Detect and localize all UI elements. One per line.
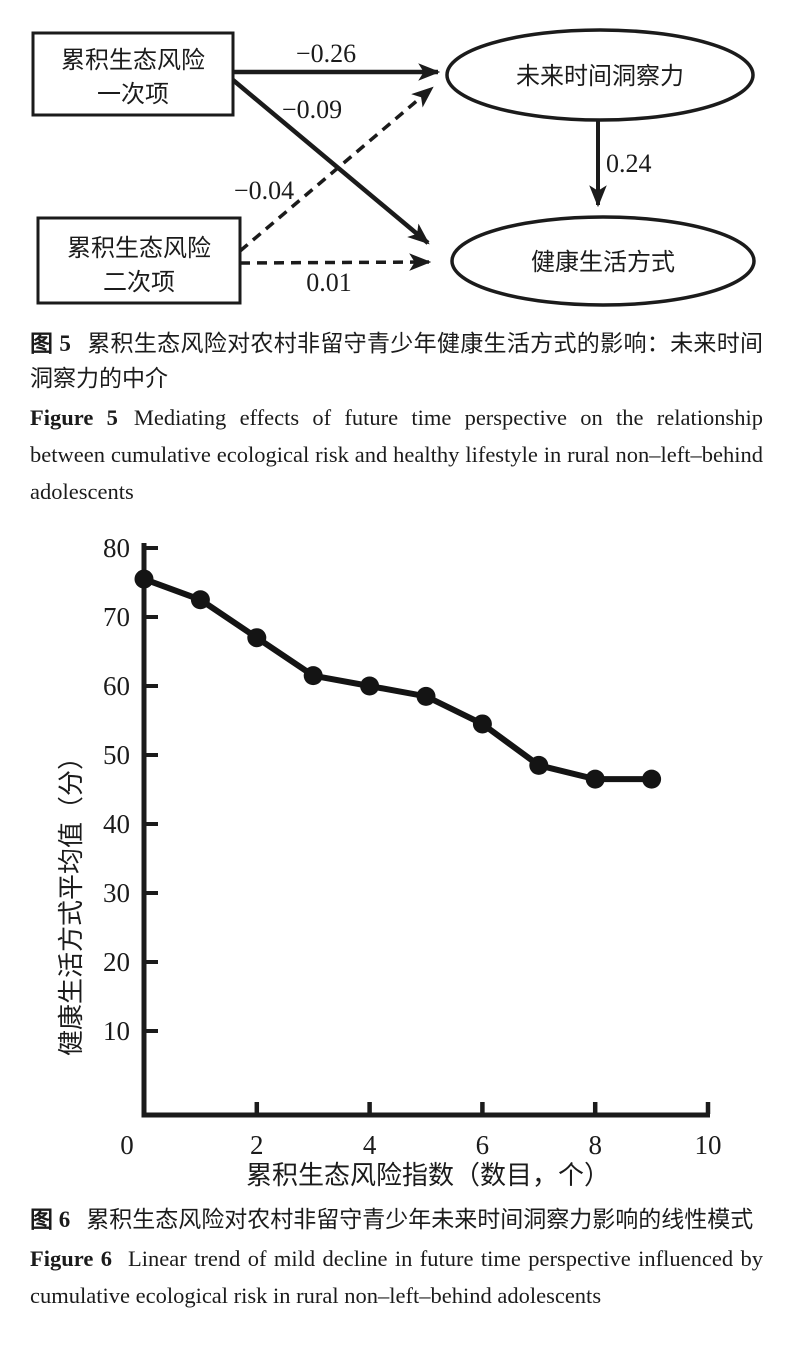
y-tick-label: 70 — [103, 602, 130, 632]
figure6-caption: 图 6 累积生态风险对农村非留守青少年未来时间洞察力影响的线性模式 Figure … — [0, 1202, 793, 1314]
box-cumulative-risk-linear — [31, 31, 235, 117]
y-tick-label: 80 — [103, 533, 130, 563]
y-tick-label: 50 — [103, 740, 130, 770]
box-linear-label-line1: 累积生态风险 — [61, 47, 205, 74]
x-axis-label: 累积生态风险指数（数目，个） — [246, 1161, 610, 1190]
coef-ftp-lifestyle: 0.24 — [606, 149, 652, 178]
coef-linear-lifestyle: −0.09 — [282, 95, 342, 124]
figure5-number-en: Figure 5 — [30, 405, 118, 430]
figure6-number-en: Figure 6 — [30, 1246, 112, 1271]
y-axis-tick-labels: 10 20 30 40 50 60 70 80 — [103, 533, 130, 1046]
data-point — [585, 769, 605, 789]
y-tick-label: 60 — [103, 671, 130, 701]
y-tick-label: 20 — [103, 947, 130, 977]
figure5-caption-zh-text: 累积生态风险对农村非留守青少年健康生活方式的影响：未来时间洞察力的中介 — [30, 331, 764, 391]
ellipse-future-time-perspective — [445, 28, 755, 122]
y-tick-label: 30 — [103, 878, 130, 908]
arrow-linear-to-lifestyle — [231, 78, 430, 245]
figure6-caption-en-text: Linear trend of mild decline in future t… — [30, 1246, 763, 1308]
figure6-caption-zh: 图 6 累积生态风险对农村非留守青少年未来时间洞察力影响的线性模式 — [30, 1202, 763, 1237]
arrow-quadratic-to-lifestyle — [239, 253, 432, 271]
x-tick-label: 0 — [120, 1130, 134, 1160]
figure6-number-zh: 图 6 — [30, 1207, 71, 1232]
box-cumulative-risk-quadratic — [36, 216, 242, 305]
x-tick-label: 8 — [588, 1130, 602, 1160]
data-point — [303, 666, 323, 686]
data-point — [472, 714, 492, 734]
figure5-number-zh: 图 5 — [30, 331, 71, 356]
figure6-caption-zh-text: 累积生态风险对农村非留守青少年未来时间洞察力影响的线性模式 — [86, 1207, 754, 1232]
coef-quadratic-ftp: −0.04 — [234, 176, 294, 205]
figure5-caption-en: Figure 5 Mediating effects of future time… — [30, 399, 763, 510]
y-axis-label: 健康生活方式平均值（分） — [57, 744, 86, 1056]
data-point — [190, 590, 210, 610]
x-tick-label: 2 — [250, 1130, 264, 1160]
ellipse-ftp-label: 未来时间洞察力 — [516, 63, 684, 90]
x-axis-tick-labels: 0 2 4 6 8 10 — [120, 1130, 721, 1160]
y-tick-label: 10 — [103, 1016, 130, 1046]
arrow-quadratic-to-ftp — [238, 86, 434, 253]
box-quadratic-label-line2: 二次项 — [103, 269, 175, 296]
data-point — [247, 628, 267, 648]
y-tick-label: 40 — [103, 809, 130, 839]
x-axis-ticks — [254, 1102, 711, 1114]
data-point — [529, 755, 549, 775]
figure6-caption-en: Figure 6 Linear trend of mild decline in … — [30, 1240, 763, 1314]
box-linear-label-line2: 一次项 — [97, 81, 169, 108]
data-series-line — [142, 576, 652, 783]
figure5-caption-en-text: Mediating effects of future time perspec… — [30, 405, 763, 504]
data-point — [416, 686, 436, 706]
data-point — [642, 769, 662, 789]
box-quadratic-label-line1: 累积生态风险 — [67, 235, 211, 262]
x-tick-label: 6 — [476, 1130, 490, 1160]
figure5-caption-zh: 图 5 累积生态风险对农村非留守青少年健康生活方式的影响：未来时间洞察力的中介 — [30, 326, 763, 396]
ellipse-healthy-lifestyle — [450, 215, 756, 307]
data-point — [134, 569, 154, 589]
coef-linear-ftp: −0.26 — [296, 39, 356, 68]
y-axis-ticks — [144, 546, 158, 1033]
figure5-path-diagram: 累积生态风险 一次项 累积生态风险 二次项 未来时间洞察力 健康生活方式 −0.… — [31, 28, 756, 307]
x-tick-label: 4 — [363, 1130, 377, 1160]
ellipse-lifestyle-label: 健康生活方式 — [531, 249, 675, 276]
x-tick-label: 10 — [695, 1130, 722, 1160]
data-point — [360, 676, 380, 696]
coef-quadratic-lifestyle: 0.01 — [306, 268, 352, 297]
figure5-caption: 图 5 累积生态风险对农村非留守青少年健康生活方式的影响：未来时间洞察力的中介 F… — [0, 326, 793, 510]
data-series-points — [134, 569, 662, 789]
